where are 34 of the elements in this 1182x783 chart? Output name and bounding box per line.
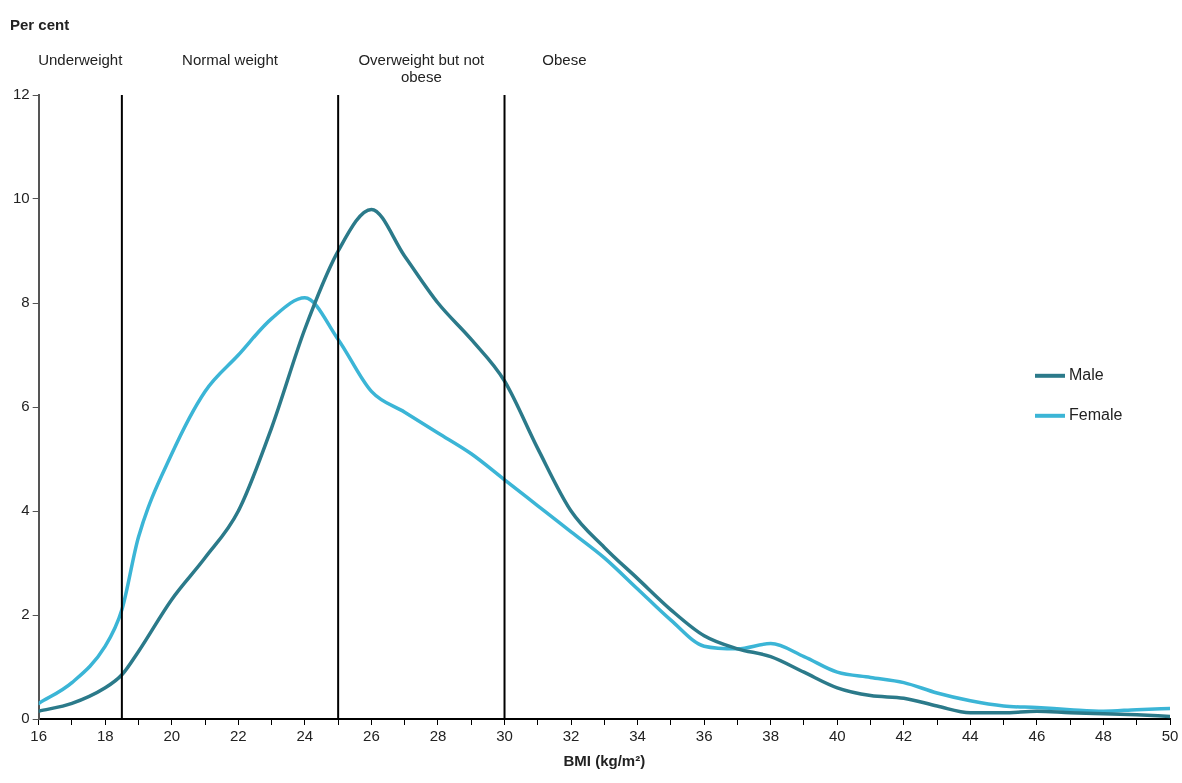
x-axis-title: BMI (kg/m²) [563,752,646,770]
line-series [38,296,1170,713]
x-tick-label: 30 [496,727,513,745]
y-tick-label: 6 [21,397,30,415]
y-tick-label: 4 [21,501,30,519]
y-tick-label: 2 [21,605,30,623]
legend-label: Male [1069,366,1104,384]
x-tick-label: 24 [296,727,314,745]
x-tick-label: 16 [30,727,48,745]
x-tick-label: 32 [562,727,580,745]
text: Overweight but not obese [358,50,486,85]
x-tick-label: 22 [229,727,247,745]
x-tick-label: 46 [1028,727,1046,745]
x-tick-label: 44 [962,727,979,745]
x-tick-label: 40 [828,727,846,745]
y-tick-label: 10 [13,189,30,207]
y-tick-label: 8 [21,293,30,311]
x-tick-label: 38 [762,727,780,745]
text: Normal weight [182,50,279,68]
y-axis-title: Per cent [10,16,70,33]
x-tick-label: 50 [1161,727,1179,745]
x-tick-label: 48 [1095,727,1112,745]
x-tick-label: 20 [163,727,181,745]
text: Obese [542,50,587,68]
x-tick-label: 18 [96,727,114,745]
y-tick-label: 12 [13,85,30,103]
legend-label: Female [1069,406,1123,424]
text: Underweight [38,50,124,68]
x-tick-label: 42 [895,727,913,745]
x-tick-label: 26 [363,727,380,745]
x-tick-label: 28 [429,727,447,745]
x-tick-label: 34 [629,727,646,745]
y-tick-label: 0 [21,709,30,727]
x-tick-label: 36 [695,727,713,745]
